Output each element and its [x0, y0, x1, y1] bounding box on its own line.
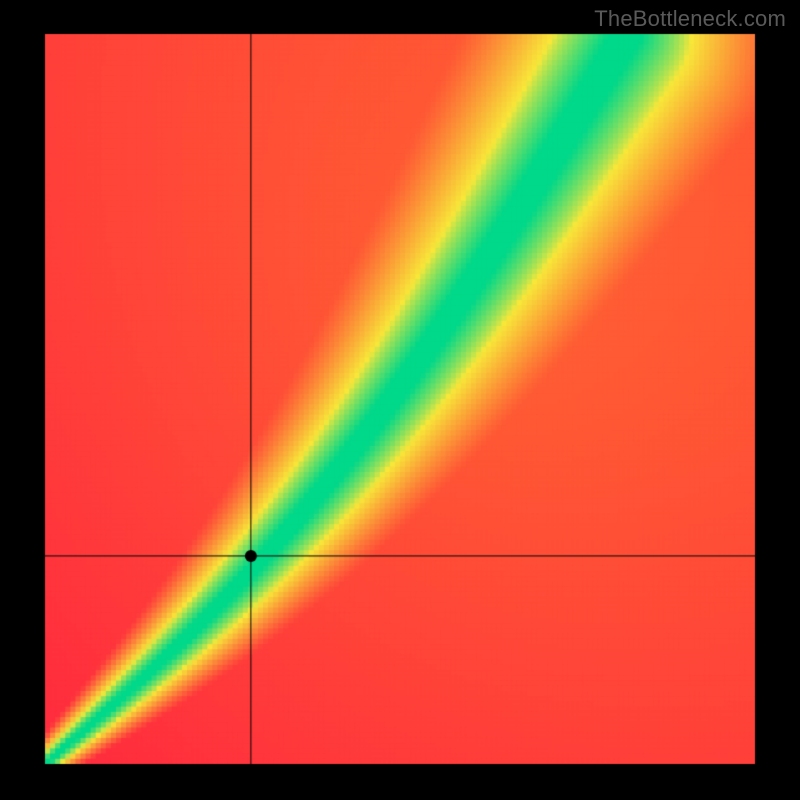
watermark-text: TheBottleneck.com: [594, 0, 800, 32]
bottleneck-heatmap: [0, 0, 800, 800]
